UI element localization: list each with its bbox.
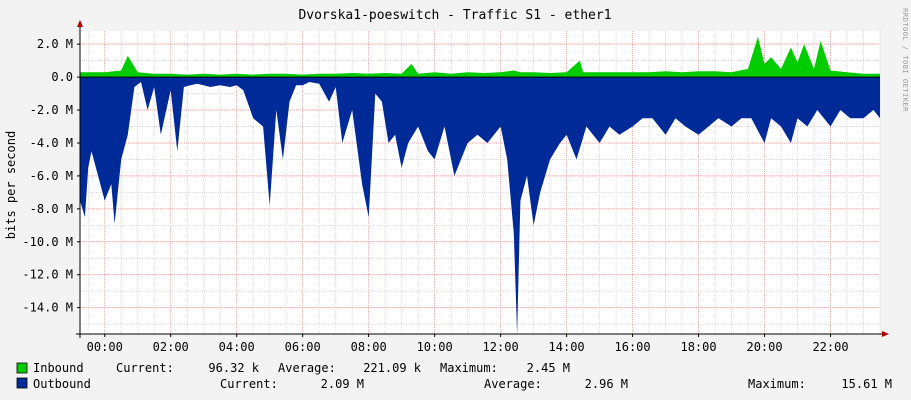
y-tick-label: -14.0 M xyxy=(22,301,73,315)
inbound-area xyxy=(80,36,880,78)
inbound-swatch xyxy=(16,362,28,374)
y-tick-label: -12.0 M xyxy=(22,268,73,282)
inbound-current-value: 96.32 k xyxy=(208,361,259,375)
y-tick-label: 0.0 xyxy=(51,70,73,84)
inbound-average-label: Average: xyxy=(278,361,336,375)
x-tick-label: 16:00 xyxy=(615,340,651,354)
x-tick-label: 08:00 xyxy=(351,340,387,354)
y-axis-arrow xyxy=(77,20,83,27)
outbound-current-value: 2.09 M xyxy=(321,377,364,391)
y-tick-label: -10.0 M xyxy=(22,235,73,249)
outbound-legend-name: Outbound xyxy=(33,377,91,391)
inbound-maximum-value: 2.45 M xyxy=(527,361,570,375)
x-tick-labels: 00:00 02:00 04:00 06:00 08:00 10:00 12:00 14:00… xyxy=(87,340,849,354)
x-axis-arrow xyxy=(882,331,889,337)
y-tick-label: -2.0 M xyxy=(30,103,73,117)
x-tick-label: 04:00 xyxy=(219,340,255,354)
outbound-series xyxy=(80,77,880,334)
axes xyxy=(76,20,889,338)
rrdtool-watermark: RRDTOOL / TOBI OETIKER xyxy=(901,8,909,112)
inbound-maximum-label: Maximum: xyxy=(440,361,498,375)
outbound-average-label: Average: xyxy=(484,377,542,391)
outbound-area xyxy=(80,77,880,334)
inbound-legend-name: Inbound xyxy=(33,361,84,375)
x-tick-label: 10:00 xyxy=(417,340,453,354)
legend: Inbound Current: 96.32 k Average: 221.09… xyxy=(16,361,892,391)
y-tick-label: -6.0 M xyxy=(30,169,73,183)
x-tick-label: 22:00 xyxy=(812,340,848,354)
x-tick-label: 12:00 xyxy=(483,340,519,354)
outbound-swatch xyxy=(16,377,28,389)
inbound-average-value: 221.09 k xyxy=(363,361,422,375)
x-tick-label: 02:00 xyxy=(153,340,189,354)
x-tick-label: 00:00 xyxy=(87,340,123,354)
y-tick-label: 2.0 M xyxy=(37,37,73,51)
y-axis-label: bits per second xyxy=(4,131,18,239)
outbound-current-label: Current: xyxy=(220,377,278,391)
outbound-maximum-value: 15.61 M xyxy=(841,377,892,391)
chart-title: Dvorska1-poeswitch - Traffic S1 - ether1 xyxy=(298,8,611,23)
x-tick-label: 20:00 xyxy=(746,340,782,354)
x-tick-label: 14:00 xyxy=(549,340,585,354)
x-tick-label: 18:00 xyxy=(680,340,716,354)
outbound-average-value: 2.96 M xyxy=(585,377,628,391)
x-tick-label: 06:00 xyxy=(285,340,321,354)
y-tick-label: -8.0 M xyxy=(30,202,73,216)
y-tick-label: -4.0 M xyxy=(30,136,73,150)
inbound-series xyxy=(80,36,880,78)
inbound-current-label: Current: xyxy=(116,361,174,375)
outbound-maximum-label: Maximum: xyxy=(748,377,806,391)
y-tick-labels: 2.0 M 0.0 -2.0 M -4.0 M -6.0 M -8.0 M -10.0 M -… xyxy=(22,37,73,314)
